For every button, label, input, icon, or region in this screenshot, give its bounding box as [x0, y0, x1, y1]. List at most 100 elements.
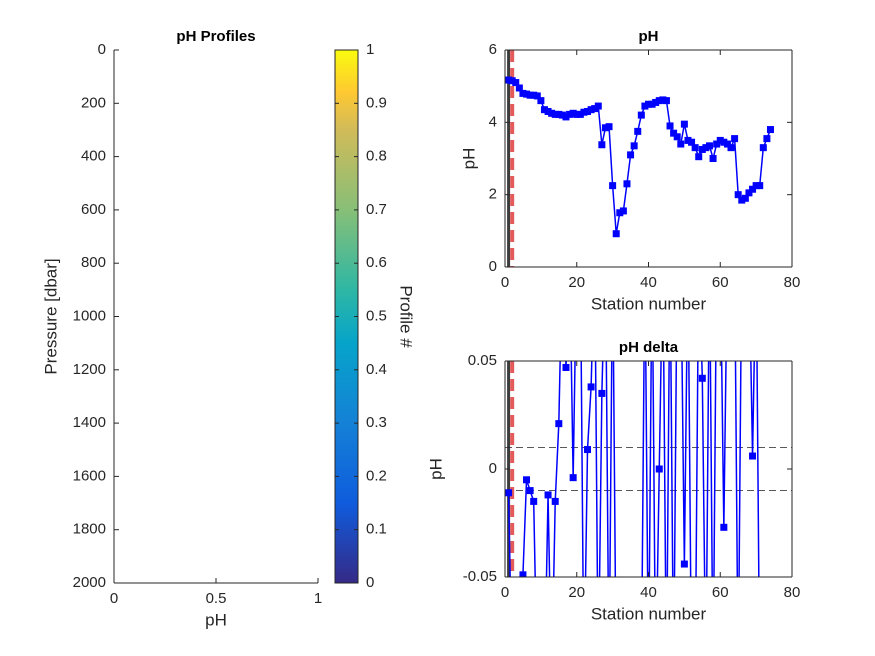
data-point	[637, 111, 645, 119]
data-point	[727, 144, 735, 152]
data-point	[551, 497, 559, 505]
data-point	[731, 135, 739, 143]
plot-content	[505, 50, 774, 267]
data-point	[698, 374, 706, 382]
data-point	[587, 106, 595, 114]
x-axis-label: Station number	[591, 294, 707, 313]
data-point	[530, 497, 538, 505]
x-tick-label: 40	[640, 274, 657, 291]
data-point	[745, 189, 753, 197]
y-tick-label: 0	[98, 41, 106, 58]
data-point	[655, 97, 663, 105]
data-point	[587, 383, 595, 391]
y-axis-label: pH	[459, 148, 478, 170]
data-point	[505, 489, 513, 497]
data-point	[540, 106, 548, 114]
x-tick-label: 0	[501, 584, 509, 601]
data-point	[634, 127, 642, 135]
data-point	[627, 151, 635, 159]
data-point	[698, 145, 706, 153]
data-point	[526, 91, 534, 99]
x-tick-label: 20	[568, 274, 585, 291]
data-point	[594, 102, 602, 110]
data-point	[756, 182, 764, 190]
data-point	[591, 105, 599, 113]
plot-area	[114, 50, 318, 583]
data-point	[576, 110, 584, 118]
data-point	[695, 153, 703, 161]
data-point	[734, 191, 742, 199]
data-point	[519, 89, 527, 97]
data-point	[720, 138, 728, 146]
data-point	[741, 194, 749, 202]
data-point	[702, 144, 710, 152]
data-point	[505, 76, 513, 84]
data-point	[598, 389, 606, 397]
data-point	[605, 123, 613, 131]
x-tick-label: 80	[784, 274, 801, 291]
data-point	[648, 100, 656, 108]
x-tick-label: 20	[568, 584, 585, 601]
data-point	[512, 79, 520, 87]
x-tick-label: 60	[712, 584, 729, 601]
colorbar-tick-label: 0.5	[366, 307, 387, 324]
data-point	[548, 109, 556, 117]
data-point	[659, 96, 667, 104]
y-tick-label: 400	[81, 148, 106, 165]
y-tick-label: 2	[489, 186, 497, 203]
data-point	[569, 109, 577, 117]
data-point	[630, 142, 638, 150]
data-point	[662, 97, 670, 105]
y-axis-label: pH	[426, 458, 445, 480]
data-point	[537, 97, 545, 105]
data-point	[641, 102, 649, 110]
data-point	[544, 491, 552, 499]
data-point	[523, 476, 531, 484]
data-point	[598, 141, 606, 149]
data-point	[749, 452, 757, 460]
data-point	[601, 124, 609, 132]
y-tick-label: 1200	[73, 361, 106, 378]
x-axis-label: pH	[205, 610, 227, 629]
colorbar-tick-label: 0.7	[366, 201, 387, 218]
data-point	[766, 126, 774, 134]
y-tick-label: 1000	[73, 307, 106, 324]
data-point	[562, 363, 570, 371]
plot-content	[505, 361, 792, 577]
x-tick-label: 1	[314, 590, 322, 607]
y-tick-label: 1400	[73, 414, 106, 431]
colorbar-tick-label: 0.6	[366, 254, 387, 271]
colorbar-tick-label: 0.9	[366, 94, 387, 111]
y-tick-label: 2000	[73, 574, 106, 591]
data-point	[530, 91, 538, 99]
y-tick-label: 0	[489, 258, 497, 275]
data-point	[623, 180, 631, 188]
y-tick-label: 800	[81, 254, 106, 271]
y-tick-label: -0.05	[463, 568, 497, 585]
data-point	[555, 110, 563, 118]
x-tick-label: 0	[110, 590, 118, 607]
data-point	[738, 196, 746, 204]
data-point	[584, 446, 592, 454]
data-point	[558, 111, 566, 119]
colorbar-tick-label: 0.4	[366, 361, 387, 378]
data-point	[609, 182, 617, 190]
data-point	[749, 185, 757, 193]
data-point	[688, 138, 696, 146]
colorbar-tick-label: 0.1	[366, 521, 387, 538]
data-point	[677, 140, 685, 148]
chart-title: pH delta	[619, 339, 679, 356]
colorbar-tick-label: 0.2	[366, 467, 387, 484]
data-point	[566, 110, 574, 118]
data-point	[723, 140, 731, 148]
data-point	[551, 110, 559, 118]
plot-area	[505, 361, 792, 577]
x-axis-label: Station number	[591, 604, 707, 623]
x-tick-label: 0	[501, 274, 509, 291]
data-point	[544, 107, 552, 115]
data-point	[580, 108, 588, 116]
data-point	[523, 90, 531, 98]
data-point	[573, 110, 581, 118]
data-point	[652, 98, 660, 106]
data-point	[691, 144, 699, 152]
